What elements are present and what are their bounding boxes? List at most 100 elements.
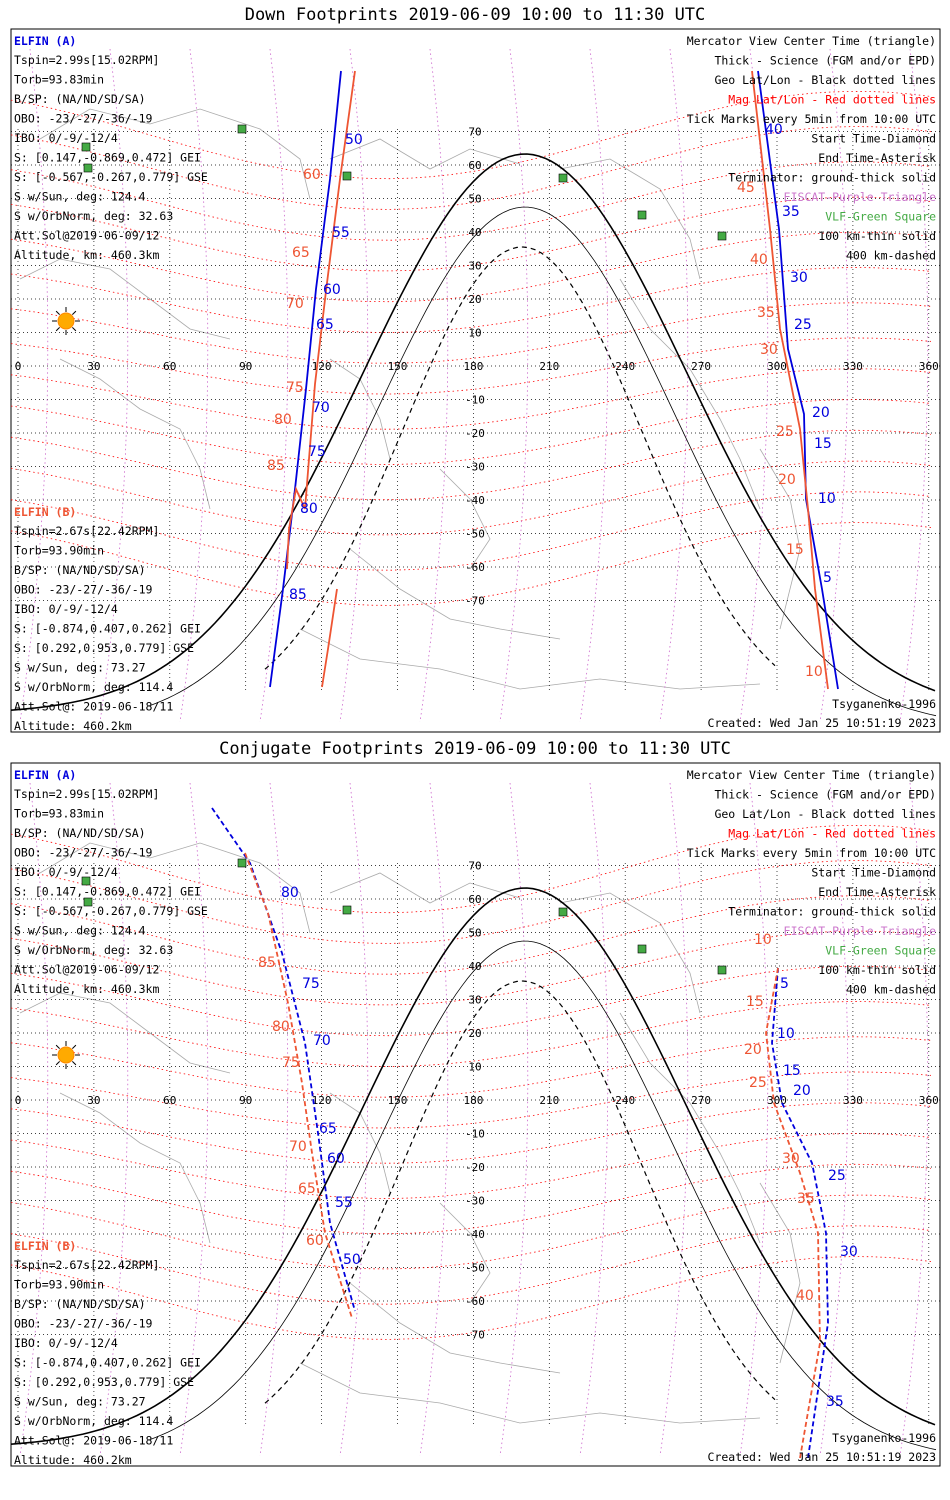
lat-tick-label: -10 <box>465 394 485 407</box>
mag-meridian <box>19 48 49 723</box>
elfin-a-tick-label: 85 <box>289 587 307 603</box>
coastline-segment <box>349 1282 561 1374</box>
elfin-b-name: ELFIN (B) <box>14 505 76 519</box>
coastline-segment <box>19 258 231 340</box>
elfin-a-tick-label: 80 <box>281 885 299 901</box>
coastline-segment <box>559 158 701 280</box>
legend-line: Start Time-Diamond <box>811 866 936 880</box>
lat-tick-label: 10 <box>468 1061 481 1074</box>
elfin-a-info-line: Torb=93.83min <box>14 807 104 821</box>
elfin-b-trace-east <box>765 967 821 1459</box>
legend-line: Thick - Science (FGM and/or EPD) <box>714 788 936 802</box>
sun-ray <box>55 1061 60 1066</box>
elfin-b-tick-label: 25 <box>776 424 794 440</box>
legend-line: VLF-Green Square <box>825 210 936 224</box>
elfin-a-trace-east <box>771 967 829 1459</box>
elfin-a-tick-label: 70 <box>312 400 330 416</box>
elfin-b-info-line: S w/OrbNorm, deg: 114.4 <box>14 1414 173 1428</box>
elfin-a-info-line: OBO: -23/-27/-36/-19 <box>14 846 153 860</box>
elfin-a-info-line: IBO: 0/-9/-12/4 <box>14 131 118 145</box>
lat-tick-label: -10 <box>465 1128 485 1141</box>
lat-tick-label: -70 <box>465 1329 485 1342</box>
sun-ray <box>72 1061 77 1066</box>
vlf-station-marker <box>83 163 93 173</box>
terminator-400km <box>264 980 776 1404</box>
elfin-b-info-line: S: [-0.874,0.407,0.262] GEI <box>14 622 201 636</box>
elfin-b-info-line: Att.Sol@: 2019-06-18/11 <box>14 1434 173 1448</box>
lon-tick-label: 360 <box>919 360 939 373</box>
elfin-a-tick-label: 35 <box>826 1394 844 1410</box>
vlf-station-marker <box>637 944 647 954</box>
elfin-b-tick-label: 65 <box>292 245 310 261</box>
legend-line: End Time-Asterisk <box>818 151 936 165</box>
elfin-a-tick-label: 35 <box>782 204 800 220</box>
lon-tick-label: 120 <box>312 1094 332 1107</box>
mag-parallel <box>10 231 932 303</box>
elfin-b-info-line: S: [0.292,0.953,0.779] GSE <box>14 641 194 655</box>
bottom-panel-title: Conjugate Footprints 2019-06-09 10:00 to… <box>219 739 731 759</box>
elfin-b-tick-label: 85 <box>267 458 285 474</box>
mag-parallel <box>10 302 932 364</box>
coastline-segment <box>59 358 211 510</box>
elfin-b-tick-label: 20 <box>744 1042 762 1058</box>
vlf-station-marker <box>717 965 727 975</box>
lon-tick-label: 90 <box>239 1094 252 1107</box>
elfin-a-tick-label: 75 <box>302 976 320 992</box>
elfin-a-tick-label: 65 <box>319 1121 337 1137</box>
mag-grid <box>10 90 932 606</box>
elfin-b-trace-west-lower <box>321 588 338 688</box>
elfin-b-trace-west <box>244 852 353 1319</box>
lon-tick-label: 330 <box>843 360 863 373</box>
elfin-a-info-line: S w/Sun, deg: 124.4 <box>14 924 146 938</box>
elfin-a-tick-label: 20 <box>793 1083 811 1099</box>
mag-meridian <box>899 782 929 1457</box>
lat-tick-label: 60 <box>468 159 481 172</box>
coastline-segment <box>349 548 561 640</box>
elfin-b-tick-label: 15 <box>746 994 764 1010</box>
elfin-b-tick-label: 80 <box>272 1019 290 1035</box>
sun-ray <box>72 327 77 332</box>
elfin-b-info-line: OBO: -23/-27/-36/-19 <box>14 1317 153 1331</box>
elfin-b-tick-label: 20 <box>778 472 796 488</box>
elfin-b-info-line: B/SP: (NA/ND/SD/SA) <box>14 1297 146 1311</box>
lat-tick-label: 40 <box>468 960 481 973</box>
vlf-station-marker <box>558 173 568 183</box>
legend-line: Terminator: ground-thick solid <box>728 905 936 919</box>
lon-tick-label: 30 <box>87 360 100 373</box>
elfin-a-info-line: Att.Sol@2019-06-09/12 <box>14 963 159 977</box>
elfin-b-info-line: Torb=93.90min <box>14 1278 104 1292</box>
legend-line: Terminator: ground-thick solid <box>728 171 936 185</box>
mag-meridian <box>499 48 529 723</box>
lat-tick-label: 70 <box>468 860 481 873</box>
elfin-b-tick-label: 40 <box>750 252 768 268</box>
elfin-a-tick-label: 55 <box>335 1195 353 1211</box>
elfin-b-info-line: OBO: -23/-27/-36/-19 <box>14 583 153 597</box>
mag-meridian <box>579 48 609 723</box>
coastline-segment <box>19 992 231 1074</box>
mag-meridian <box>339 782 369 1457</box>
elfin-b-tick-label: 85 <box>258 955 276 971</box>
created-timestamp: Created: Wed Jan 25 10:51:19 2023 <box>708 1450 937 1464</box>
elfin-a-info-line: S: [-0.567,-0.267,0.779] GSE <box>14 170 208 184</box>
coastline-segment <box>59 1092 211 1244</box>
elfin-a-info-line: Tspin=2.99s[15.02RPM] <box>14 787 159 801</box>
elfin-b-tick-label: 30 <box>760 342 778 358</box>
mag-meridian <box>99 48 129 723</box>
mag-meridian <box>659 48 689 723</box>
lon-tick-label: 270 <box>691 360 711 373</box>
elfin-a-tick-label: 30 <box>790 270 808 286</box>
elfin-b-tick-label: 10 <box>754 932 772 948</box>
elfin-b-info-line: B/SP: (NA/ND/SD/SA) <box>14 563 146 577</box>
mag-meridian <box>659 782 689 1457</box>
lat-tick-label: 10 <box>468 327 481 340</box>
elfin-b-info-line: Tspin=2.67s[22.42RPM] <box>14 1258 159 1272</box>
mag-meridian <box>499 782 529 1457</box>
lat-tick-label: -60 <box>465 1295 485 1308</box>
legend-line: 100 km-thin solid <box>818 229 936 243</box>
elfin-b-info-line: Tspin=2.67s[22.42RPM] <box>14 524 159 538</box>
coastline-segment <box>759 1182 801 1364</box>
terminator-100km <box>149 940 937 1451</box>
elfin-b-tick-label: 70 <box>286 296 304 312</box>
lat-tick-label: -30 <box>465 461 485 474</box>
elfin-b-tick-label: 35 <box>797 1191 815 1207</box>
